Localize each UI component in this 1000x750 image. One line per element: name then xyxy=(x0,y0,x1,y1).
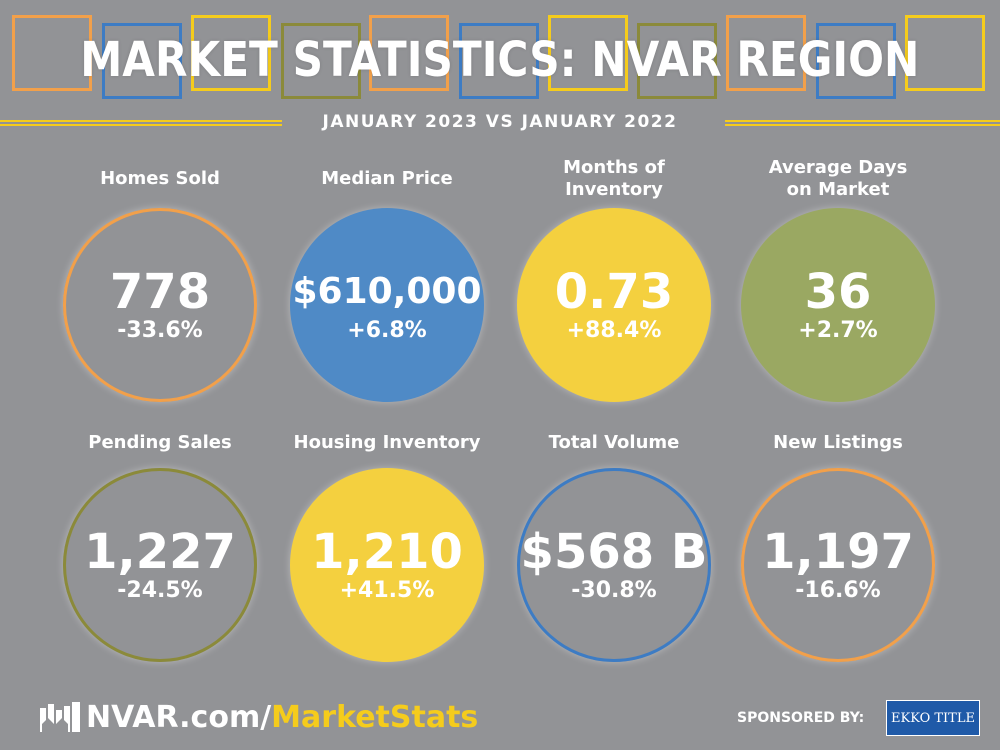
url-highlight: MarketStats xyxy=(271,700,479,735)
stat-circle: 0.73 +88.4% xyxy=(517,208,711,402)
stat-circle: $568 B -30.8% xyxy=(517,468,711,662)
stat-circle: 1,197 -16.6% xyxy=(741,468,935,662)
market-stats-link[interactable]: NVAR.com/MarketStats xyxy=(86,700,478,735)
divider-left xyxy=(0,120,282,126)
stat-circle: 1,227 -24.5% xyxy=(63,468,257,662)
decor-square xyxy=(459,23,539,99)
stat-change: +88.4% xyxy=(566,318,662,343)
stat-change: -24.5% xyxy=(117,578,203,603)
stat-label: Average Days on Market xyxy=(768,157,908,200)
stat-value: 1,197 xyxy=(762,524,914,580)
nvar-buildings-icon xyxy=(40,702,80,732)
decor-square xyxy=(12,15,92,91)
stat-circle: 1,210 +41.5% xyxy=(290,468,484,662)
stat-change: +41.5% xyxy=(339,578,435,603)
divider-right xyxy=(725,120,1000,126)
decor-square xyxy=(726,15,806,91)
decor-square xyxy=(637,23,717,99)
stat-circle: 36 +2.7% xyxy=(741,208,935,402)
decor-square xyxy=(905,15,985,91)
decor-square xyxy=(281,23,361,99)
sponsor-logo-text: EKKO TITLE xyxy=(891,710,975,726)
stat-label: Housing Inventory xyxy=(293,432,481,453)
decor-square xyxy=(102,23,182,99)
stat-value: 0.73 xyxy=(554,264,674,320)
stat-label: Months of Inventory xyxy=(563,157,665,200)
stat-change: -30.8% xyxy=(571,578,657,603)
stat-label: Pending Sales xyxy=(88,432,232,453)
stat-change: +2.7% xyxy=(798,318,878,343)
page-title-text: MARKET STATISTICS: NVAR REGION xyxy=(80,32,920,88)
stat-value: 36 xyxy=(804,264,872,320)
stat-value: $568 B xyxy=(520,524,708,580)
decor-square xyxy=(369,15,449,91)
decor-square xyxy=(816,23,896,99)
page-title: MARKET STATISTICS: NVAR REGION xyxy=(0,30,1000,90)
ekko-title-logo: EKKO TITLE xyxy=(886,700,980,736)
stat-circle: $610,000 +6.8% xyxy=(290,208,484,402)
page-subtitle: JANUARY 2023 VS JANUARY 2022 xyxy=(322,112,678,132)
stat-label: Median Price xyxy=(321,168,453,189)
sponsored-by-label: SPONSORED BY: xyxy=(737,710,865,726)
decor-square xyxy=(548,15,628,91)
stat-label: Homes Sold xyxy=(100,168,220,189)
stat-circle: 778 -33.6% xyxy=(63,208,257,402)
stat-label: Total Volume xyxy=(548,432,680,453)
stat-change: -33.6% xyxy=(117,318,203,343)
subtitle-row: JANUARY 2023 VS JANUARY 2022 xyxy=(0,112,1000,136)
stat-value: 778 xyxy=(109,264,211,320)
stat-change: +6.8% xyxy=(347,318,427,343)
decor-square xyxy=(191,15,271,91)
url-prefix: NVAR.com/ xyxy=(86,700,272,735)
stat-label: New Listings xyxy=(773,432,903,453)
stat-change: -16.6% xyxy=(795,578,881,603)
stat-value: 1,227 xyxy=(84,524,236,580)
stat-value: $610,000 xyxy=(292,271,482,312)
stat-value: 1,210 xyxy=(311,524,463,580)
